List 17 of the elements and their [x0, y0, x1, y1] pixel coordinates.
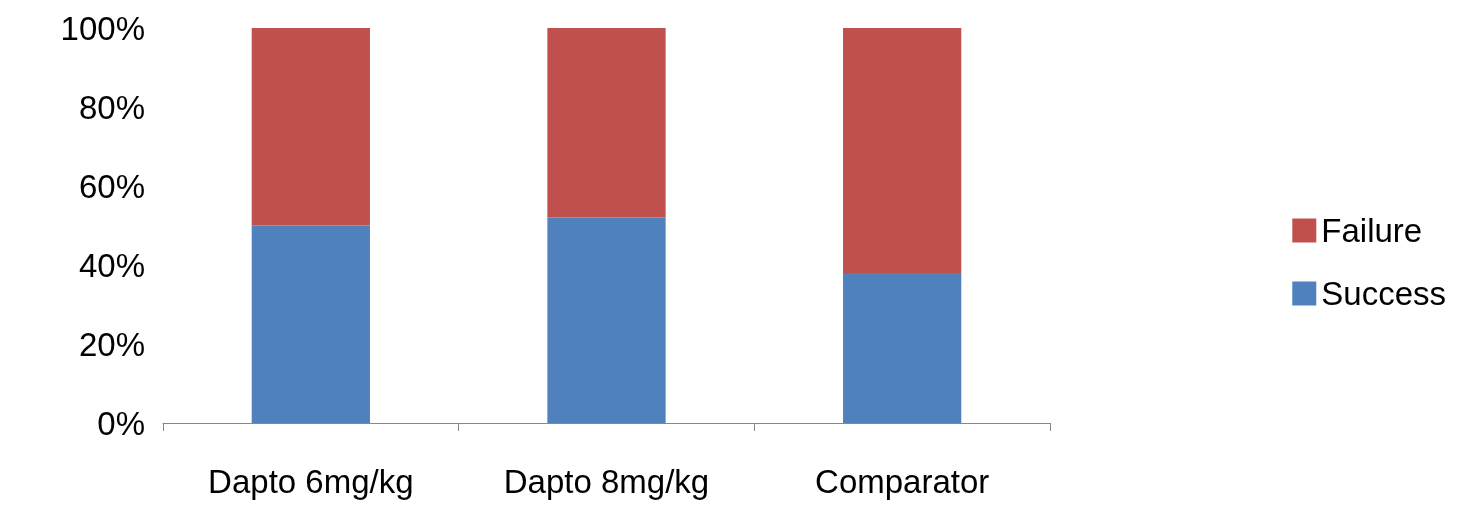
- x-tick-label: Comparator: [815, 463, 990, 500]
- legend-label: Failure: [1321, 212, 1423, 249]
- y-tick-label: 100%: [60, 9, 145, 47]
- y-tick-label: 40%: [78, 246, 145, 284]
- y-tick-label: 20%: [78, 325, 145, 363]
- bar: [843, 28, 962, 273]
- bar: [251, 225, 370, 423]
- y-tick-label: 80%: [78, 88, 145, 126]
- bar: [547, 28, 666, 218]
- y-tick-label: 60%: [78, 167, 145, 205]
- bar: [843, 272, 962, 423]
- bar: [251, 28, 370, 226]
- bar: [547, 217, 666, 423]
- x-tick-label: Dapto 8mg/kg: [503, 463, 710, 500]
- legend-label: Success: [1321, 275, 1446, 312]
- x-tick-label: Dapto 6mg/kg: [208, 463, 414, 500]
- y-tick-label: 0%: [97, 404, 145, 442]
